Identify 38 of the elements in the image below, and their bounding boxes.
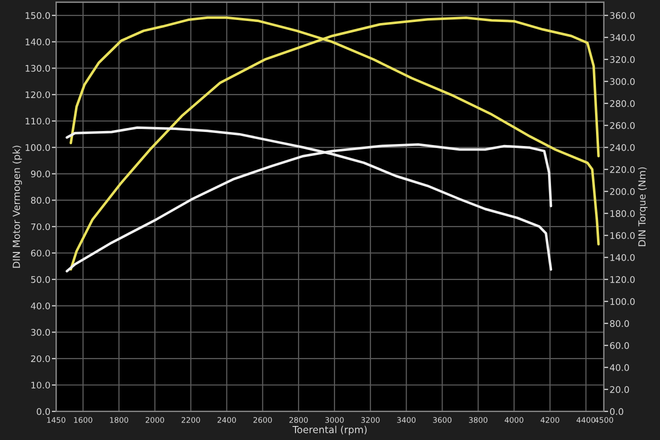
y2-tick-label: 160.0 — [610, 232, 635, 239]
y-tick-label: 100.0 — [26, 144, 50, 151]
y2-tick-label: 80.0 — [610, 320, 629, 327]
y2-tick-label: 180.0 — [610, 210, 635, 217]
y2-tick-label: 200.0 — [610, 188, 635, 195]
y2-tick-label: 340.0 — [610, 34, 635, 41]
y2-tick-label: 0.0 — [610, 408, 624, 415]
y-tick-label: 120.0 — [26, 91, 50, 98]
y2-axis-title: DIN Torque (Nm) — [638, 167, 648, 246]
y-tick-label: 90.0 — [31, 170, 50, 178]
y-tick-label: 0.0 — [36, 408, 50, 415]
y-tick-label: 140.0 — [26, 38, 50, 46]
y-tick-label: 80.0 — [31, 196, 50, 204]
y-axis-title: DIN Motor Vermogen (pk) — [12, 146, 22, 268]
y2-tick-label: 40.0 — [610, 364, 629, 371]
y-tick-label: 30.0 — [31, 328, 50, 336]
y2-tick-label: 60.0 — [610, 342, 629, 349]
y-tick-label: 110.0 — [26, 118, 50, 125]
y-tick-label: 50.0 — [31, 276, 50, 283]
y2-tick-label: 320.0 — [610, 56, 635, 63]
y-tick-label: 20.0 — [31, 355, 50, 362]
y2-tick-label: 300.0 — [610, 78, 635, 85]
y2-tick-label: 100.0 — [610, 298, 635, 305]
y2-tick-label: 220.0 — [610, 166, 635, 173]
x-axis-title: Toerental (rpm) — [292, 426, 367, 436]
y-tick-label: 70.0 — [31, 223, 50, 230]
y2-tick-label: 260.0 — [610, 122, 635, 129]
y2-tick-label: 20.0 — [610, 386, 629, 393]
y2-tick-label: 280.0 — [610, 100, 635, 107]
y2-tick-label: 120.0 — [610, 276, 635, 283]
y2-tick-label: 140.0 — [610, 254, 635, 261]
y-tick-label: 40.0 — [30, 302, 50, 310]
y2-tick-label: 240.0 — [610, 144, 635, 151]
y2-tick-label: 360.0 — [610, 12, 635, 19]
y-tick-label: 60.0 — [31, 250, 50, 257]
y-tick-label: 150.0 — [26, 12, 50, 19]
y-tick-label: 10.0 — [31, 382, 50, 389]
y-tick-label: 130.0 — [26, 64, 50, 72]
